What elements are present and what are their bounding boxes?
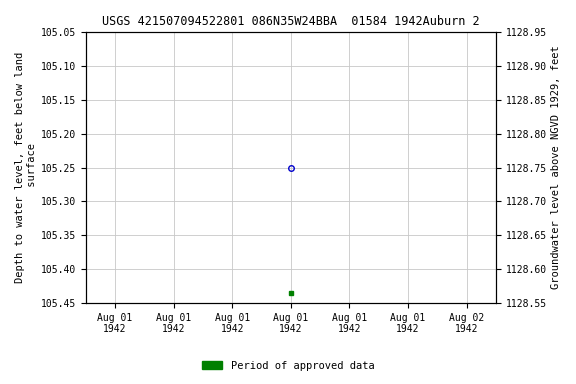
Y-axis label: Depth to water level, feet below land
 surface: Depth to water level, feet below land su… bbox=[15, 52, 37, 283]
Y-axis label: Groundwater level above NGVD 1929, feet: Groundwater level above NGVD 1929, feet bbox=[551, 46, 561, 290]
Title: USGS 421507094522801 086N35W24BBA  01584 1942Auburn 2: USGS 421507094522801 086N35W24BBA 01584 … bbox=[102, 15, 480, 28]
Legend: Period of approved data: Period of approved data bbox=[198, 357, 378, 375]
